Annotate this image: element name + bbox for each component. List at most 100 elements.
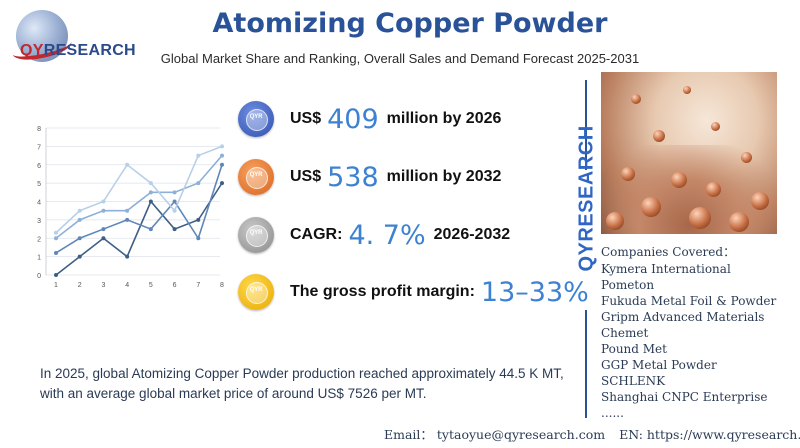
photo-bead <box>606 212 624 230</box>
chart-point <box>125 162 130 167</box>
copper-powder-photo <box>601 72 777 234</box>
chart-point <box>77 208 82 213</box>
chart-point <box>101 227 106 232</box>
chart-point <box>172 199 177 204</box>
stat-icon-text: QYR <box>249 287 263 293</box>
footer: Email： tytaoyue@qyresearch.com EN: https:… <box>384 424 800 443</box>
chart-y-tick-label: 6 <box>37 163 41 170</box>
stat-label: The gross profit margin: <box>290 283 475 300</box>
chart-point <box>148 190 153 195</box>
photo-bead <box>683 86 691 94</box>
stat-suffix: 2026-2032 <box>433 226 511 243</box>
stat-icon-text: QYR <box>249 172 263 178</box>
photo-bead <box>631 94 641 104</box>
chart-point <box>148 199 153 204</box>
qyresearch-globe-icon: QYR <box>238 159 274 195</box>
photo-bead <box>706 182 721 197</box>
chart-y-tick-label: 4 <box>37 200 41 207</box>
divider <box>585 310 587 418</box>
chart-x-tick-label: 2 <box>78 282 82 289</box>
company-item: Gripm Advanced Materials <box>601 310 765 324</box>
footer-email[interactable]: Email： tytaoyue@qyresearch.com <box>384 427 606 442</box>
qyresearch-globe-icon: QYR <box>238 274 274 310</box>
photo-bead <box>729 212 749 232</box>
stat-label: CAGR: <box>290 226 343 243</box>
chart-point <box>196 217 201 222</box>
photo-bead <box>621 167 635 181</box>
logo-text-rest: RESEARCH <box>43 42 136 59</box>
chart-point <box>220 162 224 167</box>
photo-bead <box>671 172 687 188</box>
decorative-line-chart: 0 1 2 3 4 5 6 7 8 1 2 3 4 5 6 7 8 <box>37 126 224 289</box>
chart-y-tick-label: 1 <box>37 255 41 262</box>
companies-heading: Companies Covered： <box>601 245 736 259</box>
company-item: ...... <box>601 406 624 420</box>
chart-point <box>196 153 201 158</box>
stat-value: 409 <box>327 103 379 135</box>
chart-x-tick-label: 8 <box>220 282 224 289</box>
companies-list: Companies Covered： Kymera International … <box>601 244 791 421</box>
stat-value: 4. 7% <box>348 219 426 251</box>
stat-suffix: million by 2026 <box>386 110 502 127</box>
company-item: Shanghai CNPC Enterprise <box>601 390 768 404</box>
chart-y-tick-label: 0 <box>37 273 41 280</box>
chart-y-tick-label: 5 <box>37 181 41 188</box>
chart-point <box>172 190 177 195</box>
chart-y-tick-label: 8 <box>37 126 41 133</box>
logo-text-highlight: QY <box>20 42 44 59</box>
logo-text: QYRESEARCH <box>20 42 136 60</box>
page-title: Atomizing Copper Powder <box>212 8 608 39</box>
chart-series-line <box>55 145 223 234</box>
chart-point <box>220 153 224 158</box>
photo-bead <box>689 207 711 229</box>
qyresearch-globe-icon: QYR <box>238 101 274 137</box>
chart-y-tick-label: 3 <box>37 218 41 225</box>
chart-point <box>54 273 58 277</box>
chart-point <box>125 217 130 222</box>
chart-point <box>172 227 177 232</box>
chart-point <box>220 181 224 186</box>
chart-point <box>125 208 130 213</box>
chart-point <box>196 181 201 186</box>
photo-bead <box>711 122 720 131</box>
chart-x-tick-label: 1 <box>54 282 58 289</box>
company-item: Pometon <box>601 278 655 292</box>
photo-bead <box>641 197 661 217</box>
stat-value: 13–33% <box>480 276 589 308</box>
chart-y-tick-label: 2 <box>37 236 41 243</box>
stat-gross-margin: QYR The gross profit margin: 13–33% <box>238 272 597 312</box>
photo-bead <box>653 130 665 142</box>
chart-point <box>54 236 58 241</box>
stat-cagr: QYR CAGR: 4. 7% 2026-2032 <box>238 215 510 255</box>
stat-label: US$ <box>290 110 322 127</box>
chart-x-tick-label: 7 <box>196 282 200 289</box>
chart-series-line <box>55 164 223 254</box>
chart-point <box>77 217 82 222</box>
photo-bead <box>741 152 752 163</box>
chart-point <box>148 181 153 186</box>
chart-point <box>101 199 106 204</box>
chart-series-line <box>55 182 223 276</box>
company-item: Kymera International <box>601 262 731 276</box>
chart-x-tick-label: 5 <box>149 282 153 289</box>
chart-y-tick-label: 7 <box>37 144 41 151</box>
chart-point <box>196 236 201 241</box>
summary-text: In 2025, global Atomizing Copper Powder … <box>40 366 564 401</box>
footer-website[interactable]: EN: https://www.qyresearch.com <box>619 427 800 442</box>
company-item: Pound Met <box>601 342 667 356</box>
chart-point <box>77 236 82 241</box>
vertical-brand: QYRESEARCH <box>575 125 598 272</box>
company-item: Fukuda Metal Foil & Powder <box>601 294 777 308</box>
chart-x-tick-label: 4 <box>125 282 129 289</box>
stat-icon-text: QYR <box>249 114 263 120</box>
chart-point <box>101 236 106 241</box>
page-subtitle: Global Market Share and Ranking, Overall… <box>160 51 640 66</box>
chart-point <box>54 230 58 235</box>
globe-icon <box>16 10 68 62</box>
qyresearch-globe-icon: QYR <box>238 217 274 253</box>
stat-label: US$ <box>290 168 322 185</box>
divider <box>585 80 587 170</box>
chart-x-tick-label: 6 <box>173 282 177 289</box>
stat-market-2032: QYR US$ 538 million by 2032 <box>238 157 501 197</box>
chart-point <box>77 254 82 259</box>
